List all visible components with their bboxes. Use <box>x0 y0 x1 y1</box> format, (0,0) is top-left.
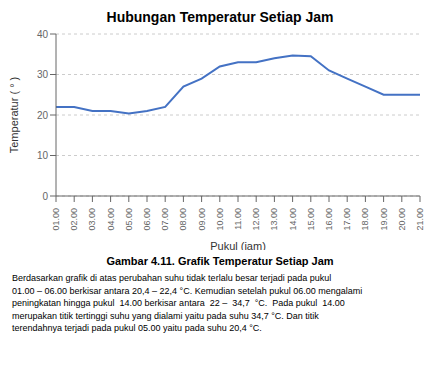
svg-text:30: 30 <box>37 69 49 80</box>
svg-text:01.00: 01.00 <box>51 208 61 231</box>
svg-text:20.00: 20.00 <box>397 208 407 231</box>
svg-text:Pukul (jam): Pukul (jam) <box>210 240 266 250</box>
html-text:Berdasarkan grafik di atas per: Berdasarkan grafik di atas perubahan suh… <box>12 273 363 333</box>
svg-text:10: 10 <box>37 150 49 161</box>
svg-text:07.00: 07.00 <box>160 208 170 231</box>
svg-text:11.00: 11.00 <box>233 208 243 230</box>
svg-text:18.00: 18.00 <box>360 208 370 231</box>
svg-text:02.00: 02.00 <box>69 208 79 231</box>
svg-text:08.00: 08.00 <box>178 208 188 231</box>
svg-text:13.00: 13.00 <box>269 208 279 231</box>
svg-text:19.00: 19.00 <box>379 208 389 231</box>
svg-text:20: 20 <box>37 110 49 121</box>
svg-text:17.00: 17.00 <box>342 208 352 231</box>
svg-text:Temperatur ( ° ): Temperatur ( ° ) <box>8 77 20 154</box>
svg-text:14.00: 14.00 <box>288 208 298 231</box>
svg-text:10.00: 10.00 <box>215 208 225 231</box>
svg-text:15.00: 15.00 <box>306 208 316 231</box>
html-text:Hubungan Temperatur Setiap Jam: Hubungan Temperatur Setiap Jam <box>106 9 334 25</box>
html-text:Gambar 4.11. Grafik Temperatur: Gambar 4.11. Grafik Temperatur Setiap Ja… <box>106 255 334 267</box>
svg-text:0: 0 <box>42 191 48 202</box>
svg-text:05.00: 05.00 <box>124 208 134 231</box>
svg-text:12.00: 12.00 <box>251 208 261 231</box>
svg-text:21.00: 21.00 <box>415 208 425 231</box>
svg-text:09.00: 09.00 <box>197 208 207 231</box>
svg-text:04.00: 04.00 <box>106 208 116 231</box>
svg-text:16.00: 16.00 <box>324 208 334 231</box>
svg-text:03.00: 03.00 <box>87 208 97 231</box>
svg-text:40: 40 <box>37 29 49 40</box>
svg-text:06.00: 06.00 <box>142 208 152 231</box>
